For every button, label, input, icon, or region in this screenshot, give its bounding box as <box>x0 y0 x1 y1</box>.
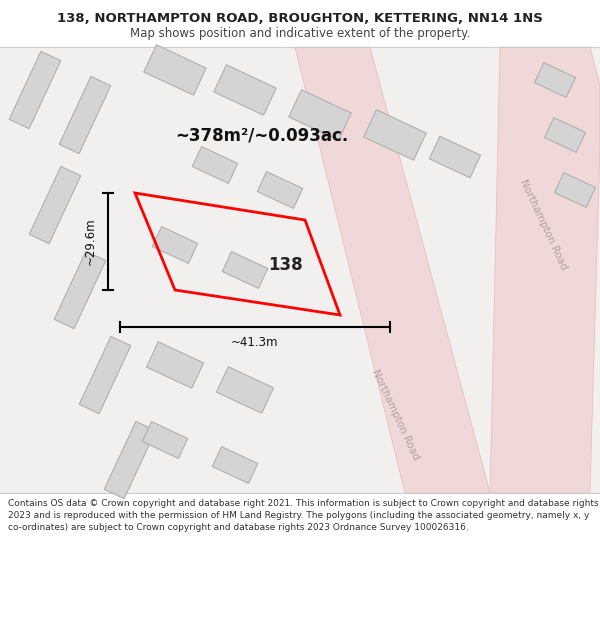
Polygon shape <box>152 227 198 263</box>
Polygon shape <box>59 76 111 154</box>
Polygon shape <box>289 90 351 140</box>
Text: Northampton Road: Northampton Road <box>518 178 568 272</box>
Polygon shape <box>430 136 481 178</box>
Polygon shape <box>257 172 303 208</box>
Polygon shape <box>364 110 426 160</box>
Polygon shape <box>295 47 490 493</box>
Polygon shape <box>146 342 203 388</box>
Polygon shape <box>535 62 575 98</box>
Polygon shape <box>214 65 276 115</box>
Text: ~378m²/~0.093ac.: ~378m²/~0.093ac. <box>175 126 348 144</box>
Polygon shape <box>144 45 206 95</box>
Polygon shape <box>9 51 61 129</box>
Text: 138, NORTHAMPTON ROAD, BROUGHTON, KETTERING, NN14 1NS: 138, NORTHAMPTON ROAD, BROUGHTON, KETTER… <box>57 11 543 24</box>
Polygon shape <box>104 421 156 499</box>
Polygon shape <box>490 47 600 493</box>
Text: 138: 138 <box>268 256 302 274</box>
Polygon shape <box>192 147 238 183</box>
Text: ~41.3m: ~41.3m <box>231 336 279 349</box>
Polygon shape <box>217 367 274 413</box>
Polygon shape <box>54 251 106 329</box>
Bar <box>0 47 600 493</box>
Polygon shape <box>212 447 258 483</box>
Text: ~29.6m: ~29.6m <box>83 217 97 265</box>
Polygon shape <box>79 336 131 414</box>
Text: Contains OS data © Crown copyright and database right 2021. This information is : Contains OS data © Crown copyright and d… <box>8 499 599 532</box>
Polygon shape <box>29 166 81 244</box>
Text: Map shows position and indicative extent of the property.: Map shows position and indicative extent… <box>130 28 470 41</box>
Polygon shape <box>222 252 268 288</box>
Polygon shape <box>544 118 586 152</box>
Polygon shape <box>142 422 188 458</box>
Polygon shape <box>554 173 596 208</box>
Text: Northampton Road: Northampton Road <box>370 368 421 462</box>
